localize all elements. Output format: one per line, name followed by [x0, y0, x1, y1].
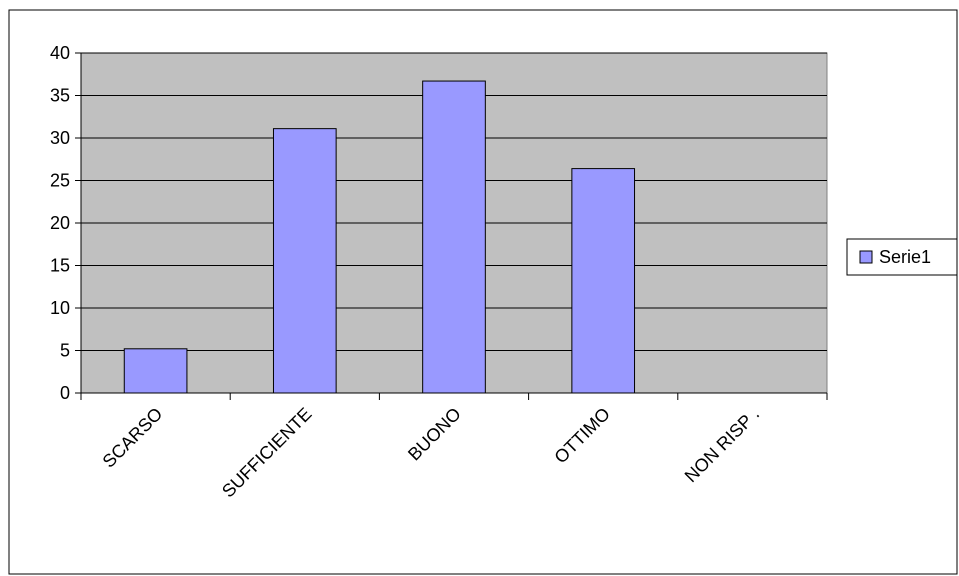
y-tick-label: 0 [60, 383, 70, 403]
axes [75, 52, 828, 400]
y-tick-label: 10 [50, 298, 70, 318]
bar-ottimo [571, 168, 636, 394]
y-tick-label: 15 [50, 256, 70, 276]
y-tick-label: 30 [50, 128, 70, 148]
bars [123, 80, 636, 394]
y-tick-label: 20 [50, 213, 70, 233]
bar-sufficiente [272, 128, 337, 394]
y-tick-label: 35 [50, 86, 70, 106]
legend: Serie1 [846, 238, 958, 276]
legend-swatch [859, 250, 873, 264]
y-tick-label: 25 [50, 171, 70, 191]
y-tick-labels: 0 5 10 15 20 25 30 35 40 [50, 43, 70, 403]
y-tick-label: 40 [50, 43, 70, 63]
legend-label: Serie1 [879, 247, 931, 267]
y-tick-label: 5 [60, 341, 70, 361]
bar-buono [422, 80, 486, 394]
bar-scarso [123, 348, 188, 394]
